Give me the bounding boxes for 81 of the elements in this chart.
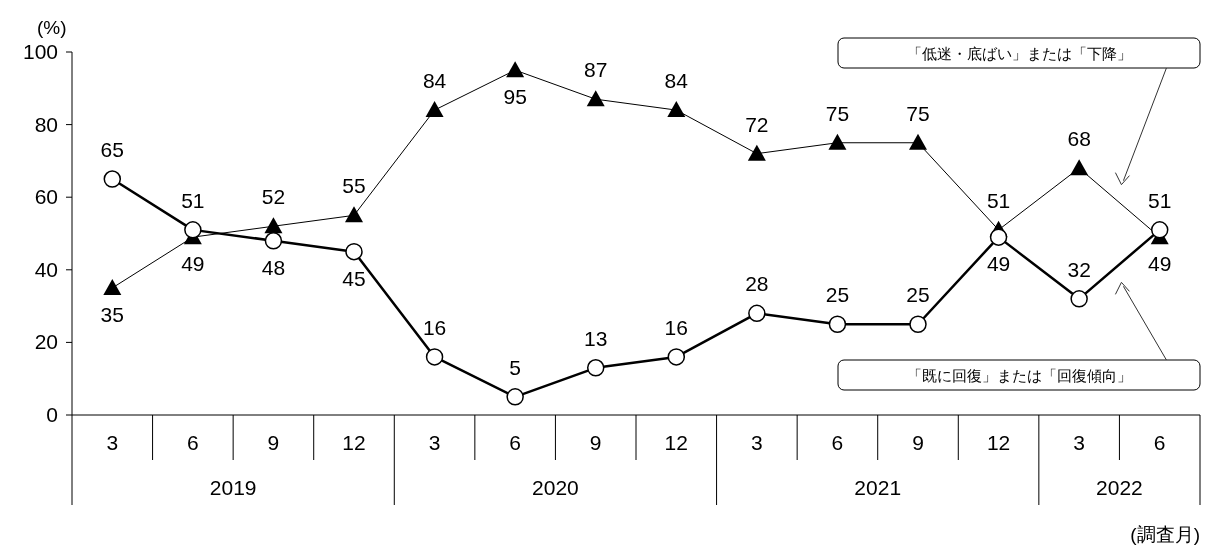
data-label: 87 [584, 58, 608, 82]
point [1070, 159, 1089, 176]
data-label: 5 [509, 355, 521, 379]
data-label: 84 [664, 69, 689, 93]
x-tick-label: 9 [589, 431, 602, 454]
data-label: 49 [181, 252, 205, 276]
point [184, 221, 202, 239]
point [909, 315, 927, 333]
point [828, 133, 847, 150]
point [667, 101, 686, 118]
text: 2020 [532, 476, 579, 499]
point [345, 206, 363, 223]
x-tick-label: 6 [187, 431, 199, 454]
point [909, 133, 927, 150]
y-tick-label: 20 [34, 330, 58, 354]
data-label: 49 [1148, 252, 1172, 276]
y-tick-label: 80 [34, 112, 58, 136]
point [586, 90, 605, 107]
x-tick-label: 12 [342, 431, 366, 454]
data-label: 51 [1148, 188, 1172, 212]
data-label: 75 [825, 101, 850, 125]
point [506, 388, 524, 406]
x-axis-title: (調査月) [1130, 524, 1200, 545]
data-label: 25 [906, 283, 930, 307]
point [425, 348, 444, 366]
x-tick-label: 3 [428, 431, 441, 454]
point [747, 144, 766, 161]
x-tick-label: 9 [267, 431, 280, 454]
text: 「既に回復」または「回復傾向」 [906, 367, 1132, 384]
y-tick-label: 0 [46, 403, 58, 426]
x-tick-label: 12 [986, 431, 1011, 454]
data-label: 45 [342, 266, 366, 290]
x-tick-label: 3 [106, 431, 119, 454]
data-label: 68 [1067, 127, 1091, 151]
data-label: 48 [261, 255, 286, 279]
text: 「低迷・底ばい」または「下降」 [906, 45, 1132, 62]
x-tick-label: 6 [831, 431, 844, 454]
point [828, 315, 847, 333]
data-label: 16 [422, 315, 447, 339]
data-label: 49 [986, 252, 1011, 276]
data-label: 28 [745, 272, 769, 296]
data-label: 55 [342, 174, 366, 198]
point [989, 228, 1008, 246]
y-tick-label: 100 [22, 40, 58, 63]
point [103, 170, 122, 188]
point [345, 242, 363, 261]
data-label: 65 [100, 138, 124, 162]
point [264, 217, 283, 234]
data-label: 51 [986, 188, 1011, 212]
point [425, 101, 444, 118]
data-label: 35 [100, 302, 124, 326]
point [1070, 290, 1088, 308]
data-label: 95 [503, 85, 527, 109]
y-tick-label: 40 [34, 257, 58, 281]
x-tick-label: 9 [912, 431, 924, 454]
y-tick-label: 60 [34, 185, 58, 209]
x-tick-label: 12 [664, 431, 688, 454]
data-label: 51 [181, 188, 205, 212]
x-tick-label: 6 [509, 431, 521, 454]
x-tick-label: 3 [1073, 431, 1085, 454]
text: 2019 [209, 476, 257, 499]
data-label: 75 [906, 101, 930, 125]
data-label: 25 [825, 283, 850, 307]
point [506, 61, 525, 78]
data-label: 32 [1067, 257, 1091, 281]
x-tick-label: 6 [1153, 431, 1166, 454]
data-label: 16 [664, 315, 688, 339]
point [586, 359, 605, 377]
text: 2021 [854, 476, 902, 499]
point [103, 278, 122, 295]
data-label: 72 [745, 112, 769, 136]
point [264, 232, 283, 250]
point [1150, 221, 1169, 239]
x-tick-label: 3 [751, 431, 763, 454]
data-label: 52 [261, 185, 286, 209]
y-axis-title: (%) [37, 17, 67, 38]
point [748, 304, 766, 323]
text: 2022 [1096, 476, 1143, 499]
point [667, 348, 686, 366]
data-label: 13 [584, 326, 608, 350]
data-label: 84 [422, 69, 447, 93]
